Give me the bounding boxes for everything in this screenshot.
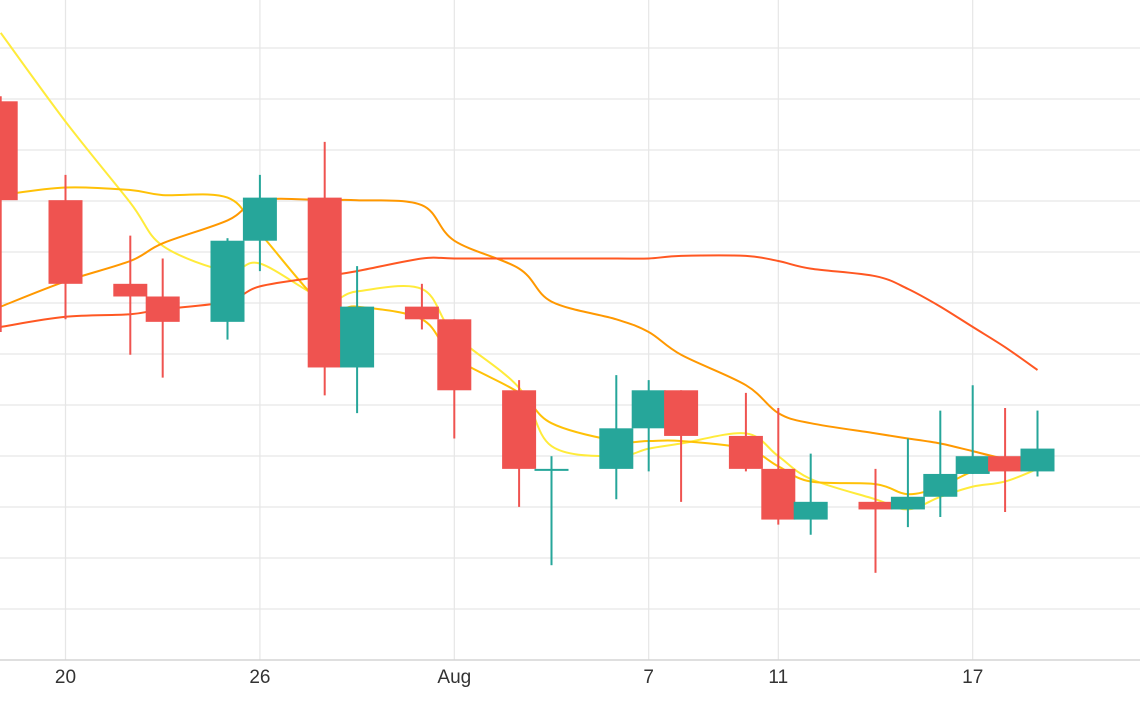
- candle-up: [955, 385, 990, 474]
- candle-down: [761, 408, 796, 525]
- candle-up: [599, 375, 634, 500]
- candle-body: [210, 240, 245, 322]
- candle-down: [48, 174, 83, 320]
- candle-body: [793, 501, 828, 520]
- x-tick-label: Aug: [437, 667, 471, 688]
- candle-body: [534, 468, 569, 471]
- candle-body: [858, 501, 893, 510]
- candle-up: [534, 456, 569, 566]
- x-tick-label: 26: [249, 667, 270, 688]
- candle-body: [923, 473, 958, 497]
- candle-body: [242, 197, 277, 241]
- candle-body: [437, 319, 472, 391]
- candle-body: [502, 390, 537, 469]
- candle-up: [923, 410, 958, 518]
- candle-down: [728, 392, 763, 472]
- candle-down: [437, 319, 472, 439]
- x-tick-label: 17: [962, 667, 983, 688]
- candle-down: [307, 141, 342, 396]
- candle-body: [599, 428, 634, 469]
- candle-body: [988, 456, 1023, 472]
- candle-body: [761, 468, 796, 520]
- candle-body: [728, 435, 763, 469]
- candle-down: [664, 390, 699, 502]
- candle-down: [145, 258, 180, 378]
- x-tick-label: 20: [55, 667, 76, 688]
- candle-down: [404, 283, 439, 330]
- candle-down: [0, 96, 18, 332]
- candle-body: [48, 200, 83, 284]
- candle-up: [890, 438, 925, 528]
- candle-body: [340, 306, 375, 368]
- candle-up: [210, 238, 245, 340]
- candle-down: [988, 408, 1023, 512]
- candle-body: [145, 296, 180, 322]
- candle-body: [664, 390, 699, 436]
- grid: [0, 0, 1140, 661]
- candle-body: [890, 496, 925, 510]
- candle-body: [631, 390, 666, 429]
- x-tick-label: 11: [768, 667, 788, 688]
- candle-up: [1020, 410, 1055, 477]
- candle-up: [340, 266, 375, 414]
- candle-down: [858, 468, 893, 573]
- candle-body: [404, 306, 439, 320]
- candle-body: [955, 456, 990, 474]
- candles: [0, 96, 1055, 573]
- candle-down: [502, 380, 537, 507]
- candle-up: [793, 453, 828, 535]
- candle-body: [113, 283, 148, 297]
- candle-body: [307, 197, 342, 368]
- x-tick-label: 7: [643, 667, 654, 688]
- candle-body: [0, 101, 18, 201]
- candle-up: [242, 174, 277, 272]
- candle-down: [113, 235, 148, 355]
- candle-body: [1020, 448, 1055, 472]
- x-axis: 20 26 Aug 7 11 17: [55, 667, 983, 688]
- candle-up: [631, 380, 666, 472]
